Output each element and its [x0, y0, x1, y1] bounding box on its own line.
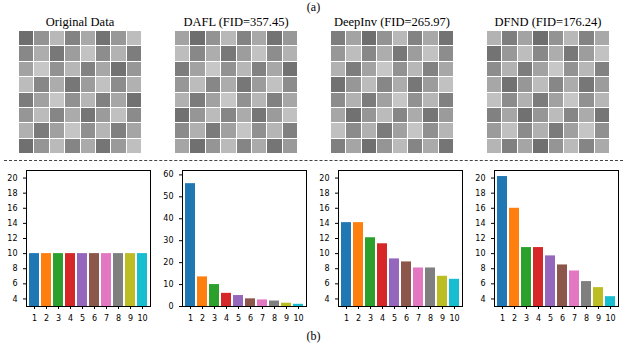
svg-text:3: 3: [56, 314, 61, 323]
svg-text:8: 8: [480, 264, 485, 273]
svg-text:4: 4: [12, 295, 17, 304]
html-text:DeepInv (FID=265.97): DeepInv (FID=265.97): [334, 15, 450, 29]
svg-text:12: 12: [319, 234, 329, 243]
svg-text:9: 9: [128, 314, 133, 323]
svg-text:20: 20: [7, 174, 17, 183]
svg-text:14: 14: [7, 219, 17, 228]
svg-text:4: 4: [380, 314, 385, 323]
svg-text:1: 1: [344, 314, 349, 323]
svg-text:1: 1: [500, 314, 505, 323]
svg-text:10: 10: [7, 249, 17, 258]
svg-text:10: 10: [137, 314, 147, 323]
svg-text:16: 16: [319, 204, 329, 213]
svg-text:9: 9: [440, 314, 445, 323]
svg-text:5: 5: [392, 314, 397, 323]
svg-text:6: 6: [324, 279, 329, 288]
svg-text:5: 5: [236, 314, 241, 323]
svg-text:5: 5: [548, 314, 553, 323]
svg-text:1: 1: [32, 314, 37, 323]
svg-text:10: 10: [163, 280, 173, 289]
svg-text:16: 16: [475, 204, 485, 213]
svg-text:60: 60: [163, 170, 173, 179]
svg-text:20: 20: [163, 258, 173, 267]
html-text:DAFL (FID=357.45): DAFL (FID=357.45): [183, 15, 289, 29]
svg-text:40: 40: [163, 214, 173, 223]
svg-text:2: 2: [200, 314, 205, 323]
svg-text:4: 4: [324, 295, 329, 304]
svg-text:10: 10: [449, 314, 459, 323]
svg-text:18: 18: [7, 189, 17, 198]
svg-text:7: 7: [416, 314, 421, 323]
svg-text:16: 16: [7, 204, 17, 213]
svg-text:10: 10: [475, 249, 485, 258]
svg-text:6: 6: [12, 279, 17, 288]
svg-text:10: 10: [319, 249, 329, 258]
svg-text:5: 5: [80, 314, 85, 323]
svg-text:18: 18: [475, 189, 485, 198]
svg-text:10: 10: [293, 314, 303, 323]
svg-text:6: 6: [92, 314, 97, 323]
svg-text:9: 9: [596, 314, 601, 323]
svg-text:12: 12: [7, 234, 17, 243]
svg-text:50: 50: [163, 192, 173, 201]
svg-text:14: 14: [319, 219, 329, 228]
svg-text:4: 4: [224, 314, 229, 323]
html-text:Original Data: Original Data: [45, 15, 115, 29]
html-text:DFND (FID=176.24): DFND (FID=176.24): [494, 15, 602, 29]
svg-text:7: 7: [572, 314, 577, 323]
svg-text:2: 2: [512, 314, 517, 323]
svg-text:8: 8: [428, 314, 433, 323]
svg-text:18: 18: [319, 189, 329, 198]
svg-text:3: 3: [368, 314, 373, 323]
svg-text:8: 8: [272, 314, 277, 323]
html-text:(a): (a): [306, 0, 321, 14]
svg-text:3: 3: [524, 314, 529, 323]
svg-text:2: 2: [356, 314, 361, 323]
svg-text:8: 8: [116, 314, 121, 323]
svg-text:20: 20: [475, 174, 485, 183]
svg-text:8: 8: [324, 264, 329, 273]
svg-text:12: 12: [475, 234, 485, 243]
svg-text:20: 20: [319, 174, 329, 183]
svg-text:30: 30: [163, 236, 173, 245]
svg-text:6: 6: [480, 279, 485, 288]
svg-text:4: 4: [536, 314, 541, 323]
svg-text:8: 8: [12, 264, 17, 273]
svg-text:1: 1: [188, 314, 193, 323]
svg-text:10: 10: [605, 314, 615, 323]
svg-text:2: 2: [44, 314, 49, 323]
svg-text:9: 9: [284, 314, 289, 323]
svg-text:4: 4: [68, 314, 73, 323]
svg-text:6: 6: [404, 314, 409, 323]
svg-text:3: 3: [212, 314, 217, 323]
svg-text:7: 7: [260, 314, 265, 323]
svg-text:7: 7: [104, 314, 109, 323]
svg-text:6: 6: [560, 314, 565, 323]
html-text:(b): (b): [306, 329, 321, 343]
svg-text:8: 8: [584, 314, 589, 323]
svg-text:14: 14: [475, 219, 485, 228]
svg-text:6: 6: [248, 314, 253, 323]
svg-text:4: 4: [480, 295, 485, 304]
svg-text:0: 0: [168, 302, 173, 311]
